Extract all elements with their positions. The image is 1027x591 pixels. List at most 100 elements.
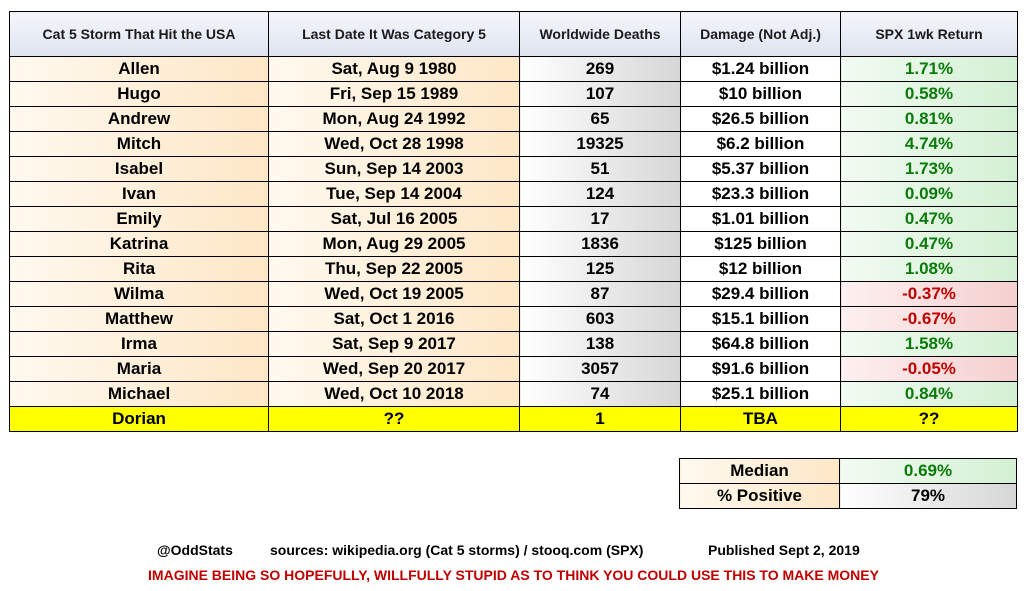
cell-deaths: 1 [519,406,681,432]
table-row: Andrew Mon, Aug 24 1992 65 $26.5 billion 0.8… [9,106,1018,132]
footer-published: Published Sept 2, 2019 [708,542,860,558]
cell-deaths: 1836 [519,231,681,257]
cell-return: 0.09% [840,181,1018,207]
cell-storm: Hugo [9,81,269,107]
table-row: Emily Sat, Jul 16 2005 17 $1.01 billion 0.47… [9,206,1018,232]
summary-value-median: 0.69% [839,458,1017,484]
table-row: Maria Wed, Sep 20 2017 3057 $91.6 billion -0… [9,356,1018,382]
cell-damage: $64.8 billion [680,331,841,357]
table-row: Mitch Wed, Oct 28 1998 19325 $6.2 billion 4.… [9,131,1018,157]
cell-deaths: 19325 [519,131,681,157]
cell-date: Sat, Oct 1 2016 [268,306,520,332]
cell-date: Sat, Sep 9 2017 [268,331,520,357]
summary-label-positive: % Positive [679,483,840,509]
footer-sources: sources: wikipedia.org (Cat 5 storms) / … [270,542,644,558]
cell-date: Wed, Oct 28 1998 [268,131,520,157]
table-row: Isabel Sun, Sep 14 2003 51 $5.37 billion 1.7… [9,156,1018,182]
cell-date: Mon, Aug 24 1992 [268,106,520,132]
cell-date: Mon, Aug 29 2005 [268,231,520,257]
cell-deaths: 269 [519,56,681,82]
table-body: Allen Sat, Aug 9 1980 269 $1.24 billion 1.71… [9,56,1018,432]
footer-warning: IMAGINE BEING SO HOPEFULLY, WILLFULLY ST… [148,567,879,583]
col-header-deaths: Worldwide Deaths [519,11,681,57]
cell-damage: $23.3 billion [680,181,841,207]
cell-damage: $29.4 billion [680,281,841,307]
footer-author: @OddStats [157,542,233,558]
cell-storm: Ivan [9,181,269,207]
cell-damage: TBA [680,406,841,432]
cell-deaths: 17 [519,206,681,232]
cell-deaths: 603 [519,306,681,332]
cell-deaths: 124 [519,181,681,207]
cell-date: Wed, Oct 19 2005 [268,281,520,307]
summary-row-median: Median 0.69% [679,458,1017,484]
cell-storm: Emily [9,206,269,232]
table-row: Matthew Sat, Oct 1 2016 603 $15.1 billion -0… [9,306,1018,332]
cell-return: 0.81% [840,106,1018,132]
cell-storm: Matthew [9,306,269,332]
cell-return: 0.47% [840,206,1018,232]
table-row: Michael Wed, Oct 10 2018 74 $25.1 billion 0.… [9,381,1018,407]
cell-return: 0.58% [840,81,1018,107]
cell-storm: Rita [9,256,269,282]
cell-date: Wed, Oct 10 2018 [268,381,520,407]
cell-damage: $125 billion [680,231,841,257]
cell-damage: $1.24 billion [680,56,841,82]
col-header-date: Last Date It Was Category 5 [268,11,520,57]
cell-return: ?? [840,406,1018,432]
cell-return: -0.05% [840,356,1018,382]
cell-storm: Wilma [9,281,269,307]
cell-storm: Katrina [9,231,269,257]
table-row: Katrina Mon, Aug 29 2005 1836 $125 billion 0… [9,231,1018,257]
cell-date: Sat, Aug 9 1980 [268,56,520,82]
cell-damage: $12 billion [680,256,841,282]
cell-date: Thu, Sep 22 2005 [268,256,520,282]
table-row: Rita Thu, Sep 22 2005 125 $12 billion 1.08% [9,256,1018,282]
cell-damage: $1.01 billion [680,206,841,232]
storm-table: Cat 5 Storm That Hit the USA Last Date I… [9,11,1018,432]
cell-date: Fri, Sep 15 1989 [268,81,520,107]
cell-damage: $26.5 billion [680,106,841,132]
cell-damage: $91.6 billion [680,356,841,382]
cell-storm: Dorian [9,406,269,432]
cell-deaths: 74 [519,381,681,407]
cell-deaths: 51 [519,156,681,182]
col-header-return: SPX 1wk Return [840,11,1018,57]
cell-deaths: 107 [519,81,681,107]
cell-deaths: 125 [519,256,681,282]
table-row: Allen Sat, Aug 9 1980 269 $1.24 billion 1.71… [9,56,1018,82]
cell-return: 1.08% [840,256,1018,282]
cell-storm: Michael [9,381,269,407]
cell-deaths: 87 [519,281,681,307]
summary-row-positive: % Positive 79% [679,483,1017,509]
table-row: Ivan Tue, Sep 14 2004 124 $23.3 billion 0.09… [9,181,1018,207]
cell-damage: $5.37 billion [680,156,841,182]
summary-table: Median 0.69% % Positive 79% [679,458,1017,509]
cell-return: 4.74% [840,131,1018,157]
cell-return: 0.84% [840,381,1018,407]
cell-damage: $6.2 billion [680,131,841,157]
cell-storm: Andrew [9,106,269,132]
col-header-damage: Damage (Not Adj.) [680,11,841,57]
cell-storm: Isabel [9,156,269,182]
cell-return: 1.58% [840,331,1018,357]
cell-return: -0.67% [840,306,1018,332]
table-row-highlight: Dorian?? 1 TBA?? [9,406,1018,432]
cell-return: -0.37% [840,281,1018,307]
cell-storm: Irma [9,331,269,357]
cell-storm: Allen [9,56,269,82]
cell-deaths: 3057 [519,356,681,382]
table-row: Irma Sat, Sep 9 2017 138 $64.8 billion 1.58% [9,331,1018,357]
cell-deaths: 138 [519,331,681,357]
table-row: Hugo Fri, Sep 15 1989 107 $10 billion 0.58% [9,81,1018,107]
cell-damage: $15.1 billion [680,306,841,332]
cell-date: ?? [268,406,520,432]
table-row: Wilma Wed, Oct 19 2005 87 $29.4 billion -0.3… [9,281,1018,307]
cell-date: Sun, Sep 14 2003 [268,156,520,182]
col-header-storm: Cat 5 Storm That Hit the USA [9,11,269,57]
cell-return: 1.71% [840,56,1018,82]
cell-return: 1.73% [840,156,1018,182]
cell-deaths: 65 [519,106,681,132]
cell-date: Wed, Sep 20 2017 [268,356,520,382]
cell-damage: $25.1 billion [680,381,841,407]
